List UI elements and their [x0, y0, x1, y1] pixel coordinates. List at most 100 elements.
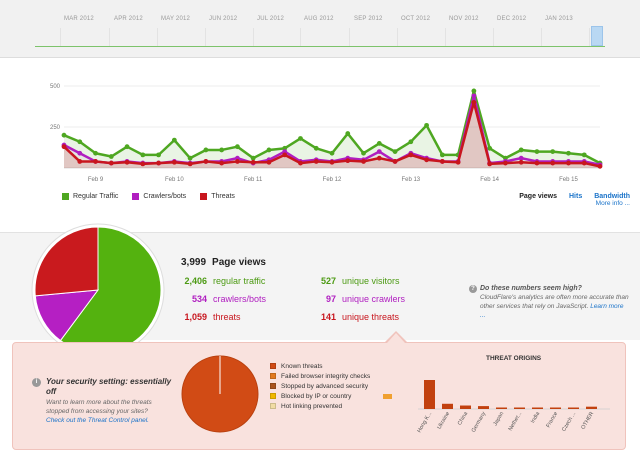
- data-point[interactable]: [581, 160, 587, 166]
- data-point[interactable]: [471, 93, 477, 99]
- data-point[interactable]: [471, 100, 477, 105]
- data-point[interactable]: [77, 159, 83, 164]
- data-point[interactable]: [329, 150, 335, 156]
- data-point[interactable]: [108, 160, 114, 166]
- data-point[interactable]: [408, 152, 414, 158]
- data-point[interactable]: [140, 161, 146, 167]
- data-point[interactable]: [93, 150, 98, 156]
- data-point[interactable]: [566, 160, 571, 166]
- data-point[interactable]: [266, 147, 272, 153]
- origin-bar[interactable]: [514, 407, 525, 410]
- origin-bar[interactable]: [424, 380, 435, 409]
- data-point[interactable]: [266, 159, 272, 165]
- data-point[interactable]: [282, 152, 288, 158]
- data-point[interactable]: [313, 145, 319, 151]
- threat-control-link[interactable]: Check out the Threat Control panel.: [46, 416, 149, 424]
- timeline-selection-handle[interactable]: [591, 26, 603, 46]
- data-point[interactable]: [61, 144, 67, 150]
- data-point[interactable]: [534, 160, 540, 166]
- stat-value: 97: [325, 294, 336, 304]
- data-point[interactable]: [298, 160, 303, 166]
- data-point[interactable]: [518, 159, 524, 165]
- data-point[interactable]: [156, 160, 161, 166]
- data-point[interactable]: [77, 150, 83, 156]
- metric-hits[interactable]: Hits: [568, 193, 583, 200]
- data-point[interactable]: [171, 137, 177, 143]
- data-point[interactable]: [187, 161, 193, 167]
- metric-bandwidth[interactable]: Bandwidth: [594, 193, 630, 200]
- data-point[interactable]: [203, 147, 209, 153]
- data-point[interactable]: [487, 145, 493, 151]
- data-point[interactable]: [566, 150, 571, 156]
- swatch: [270, 373, 276, 379]
- data-point[interactable]: [235, 144, 240, 150]
- data-point[interactable]: [329, 159, 335, 165]
- data-point[interactable]: [361, 159, 366, 164]
- data-point[interactable]: [408, 139, 414, 145]
- data-point[interactable]: [534, 149, 540, 154]
- data-point[interactable]: [298, 136, 303, 141]
- legend-label: Crawlers/bots: [143, 193, 187, 200]
- data-point[interactable]: [439, 152, 445, 158]
- data-point[interactable]: [518, 147, 524, 153]
- data-point[interactable]: [61, 132, 67, 138]
- origin-bar[interactable]: [568, 407, 579, 410]
- pie-slice-threats[interactable]: [34, 226, 99, 297]
- data-point[interactable]: [124, 159, 130, 165]
- y-tick-label: 500: [50, 84, 61, 90]
- data-point[interactable]: [156, 152, 161, 158]
- learn-more-link[interactable]: Learn more ...: [480, 302, 624, 319]
- timeline-strip[interactable]: MAR 2012 APR 2012 MAY 2012 JUN 2012 JUL …: [0, 0, 640, 58]
- data-point[interactable]: [282, 149, 288, 154]
- more-info-link[interactable]: More info ...: [595, 200, 630, 207]
- metric-page-views[interactable]: Page views: [519, 193, 557, 200]
- data-point[interactable]: [313, 159, 319, 164]
- data-point[interactable]: [424, 157, 429, 163]
- data-point[interactable]: [392, 159, 398, 164]
- data-point[interactable]: [77, 139, 83, 145]
- origin-bar[interactable]: [460, 405, 471, 409]
- timeline-month: AUG 2012: [304, 16, 334, 22]
- data-point[interactable]: [518, 155, 524, 161]
- pro-badge-icon: [383, 394, 392, 399]
- data-point[interactable]: [235, 159, 240, 164]
- data-point[interactable]: [581, 152, 587, 158]
- data-point[interactable]: [376, 141, 382, 146]
- data-point[interactable]: [345, 131, 351, 136]
- data-point[interactable]: [282, 145, 288, 151]
- data-point[interactable]: [550, 160, 556, 166]
- data-point[interactable]: [361, 150, 366, 156]
- data-point[interactable]: [376, 149, 382, 154]
- data-point[interactable]: [503, 160, 508, 166]
- data-point[interactable]: [376, 155, 382, 161]
- data-point[interactable]: [550, 149, 556, 154]
- data-point[interactable]: [250, 159, 256, 165]
- data-point[interactable]: [171, 159, 177, 165]
- data-point[interactable]: [93, 159, 98, 164]
- origin-bar[interactable]: [550, 407, 561, 410]
- origin-bar[interactable]: [532, 407, 543, 410]
- data-point[interactable]: [140, 152, 146, 158]
- data-point[interactable]: [597, 163, 603, 169]
- origin-bar[interactable]: [478, 406, 489, 409]
- data-point[interactable]: [187, 155, 193, 161]
- threat-origins-title: THREAT ORIGINS: [486, 355, 542, 362]
- data-point[interactable]: [503, 155, 508, 161]
- origin-bar[interactable]: [496, 407, 507, 410]
- data-point[interactable]: [471, 88, 477, 94]
- data-point[interactable]: [235, 155, 240, 161]
- data-point[interactable]: [219, 147, 225, 153]
- data-point[interactable]: [108, 154, 114, 159]
- origin-bar[interactable]: [442, 403, 453, 409]
- data-point[interactable]: [424, 122, 429, 128]
- data-point[interactable]: [219, 160, 225, 166]
- data-point[interactable]: [487, 161, 493, 167]
- data-point[interactable]: [203, 159, 209, 164]
- data-point[interactable]: [439, 159, 445, 164]
- data-point[interactable]: [124, 144, 130, 150]
- data-point[interactable]: [455, 159, 461, 165]
- data-point[interactable]: [250, 155, 256, 161]
- data-point[interactable]: [392, 149, 398, 154]
- data-point[interactable]: [345, 158, 351, 164]
- origin-bar[interactable]: [586, 406, 597, 409]
